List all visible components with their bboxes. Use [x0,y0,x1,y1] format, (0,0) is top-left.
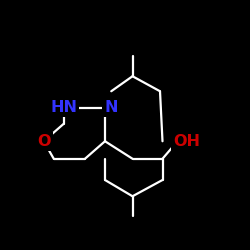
Text: O: O [37,134,51,149]
Text: OH: OH [173,134,200,149]
Text: N: N [104,100,118,115]
Text: HN: HN [50,100,77,115]
